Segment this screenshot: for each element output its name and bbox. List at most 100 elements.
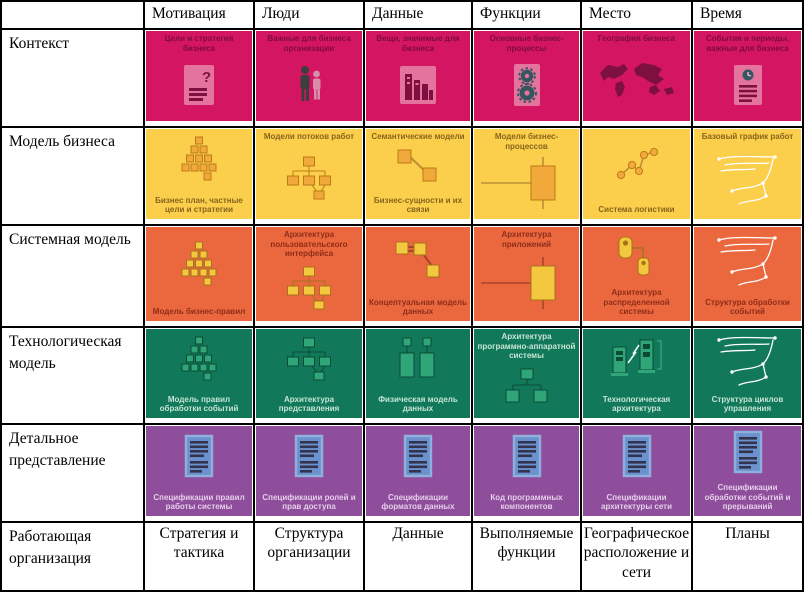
cell-block: Модель бизнес-правил: [146, 227, 252, 321]
pyramid-icon: [180, 136, 218, 187]
cell-caption-bottom: Спецификации форматов данных: [381, 492, 455, 512]
computers-lightning-icon: [608, 335, 666, 388]
cell-caption-top: Архитектура программно-аппаратной систем…: [477, 332, 576, 361]
cell-block: Важные для бизнеса организации: [256, 31, 362, 121]
cell-icon-wrap: [366, 227, 470, 297]
cell-icon-wrap: [366, 426, 470, 492]
cell-icon-wrap: [583, 329, 690, 394]
cell-icon-wrap: [694, 227, 801, 297]
cell-caption-bottom: Код программных компонентов: [490, 492, 563, 512]
cell-caption-bottom: Спецификации обработки событий и прерыва…: [704, 483, 791, 512]
row-label-text: Технологическая модель: [9, 333, 122, 373]
cell-block: Модель правил обработки событий: [146, 329, 252, 418]
cell-caption-bottom: Технологическая архитектура: [602, 394, 671, 414]
cell-caption-bottom: Архитектура распределенной системы: [603, 288, 670, 317]
sketch-icon: [711, 150, 785, 211]
matrix-cell: Архитектура пользовательского интерфейса: [255, 226, 365, 328]
cell-block: Вещи, значимые для бизнеса: [366, 31, 470, 121]
matrix-cell: Семантические модели Бизнес-сущности и их…: [365, 128, 473, 226]
sketch-icon: [711, 231, 785, 292]
row-label-text: Системная модель: [9, 231, 131, 248]
cell-block: Архитектура распределенной системы: [583, 227, 690, 321]
matrix-cell: Цели и стратегия бизнеса?: [145, 30, 255, 128]
cell-caption-bottom: Структура обработки событий: [705, 297, 790, 317]
document-question-icon: ?: [182, 64, 216, 111]
footer-row-label-text: Работающая организация: [9, 528, 92, 568]
cell-block: Архитектура приложений: [474, 227, 579, 321]
row-label: Технологическая модель: [2, 328, 145, 425]
document-lines-icon: [619, 434, 655, 483]
cell-caption-top: События и периоды, важные для бизнеса: [705, 34, 790, 53]
cell-icon-wrap: [256, 426, 362, 492]
cell-block: Концептуальная модель данных: [366, 227, 470, 321]
sketch-icon: [711, 331, 785, 392]
cell-icon-wrap: [146, 129, 252, 195]
cell-icon-wrap: [583, 45, 690, 121]
cell-icon-wrap: [694, 329, 801, 394]
cell-icon-wrap: [694, 143, 801, 219]
network-nodes-icon: [611, 143, 663, 190]
footer-cell-label: Данные: [392, 525, 444, 542]
cell-block: Архитектура программно-аппаратной систем…: [474, 329, 579, 418]
database-pair-icon: [396, 337, 440, 386]
cell-caption-top: Модели потоков работ: [263, 132, 355, 141]
document-lines-icon: [509, 434, 545, 483]
cell-caption-top: Базовый график работ: [701, 132, 794, 141]
org-chart-icon: [284, 337, 334, 386]
cell-caption-bottom: Система логистики: [598, 205, 675, 215]
matrix-cell: Система логистики: [582, 128, 693, 226]
cell-icon-wrap: [474, 54, 579, 121]
matrix-cell: Базовый график работ: [693, 128, 802, 226]
matrix-cell: Бизнес план, частные цели и стратегии: [145, 128, 255, 226]
people-icon: [292, 64, 326, 111]
cell-icon-wrap: [474, 152, 579, 219]
matrix-cell: Технологическая архитектура: [582, 328, 693, 425]
org-chart-icon: [284, 156, 334, 205]
footer-cell-label: Стратегия и тактика: [159, 525, 239, 562]
matrix-cell: Архитектура приложений: [473, 226, 582, 328]
cell-icon-wrap: [146, 426, 252, 492]
row-label: Системная модель: [2, 226, 145, 328]
cell-block: Физическая модель данных: [366, 329, 470, 418]
cell-block: Спецификации форматов данных: [366, 426, 470, 516]
cell-block: Архитектура пользовательского интерфейса: [256, 227, 362, 321]
document-lines-icon: [291, 434, 327, 483]
matrix-cell: Структура циклов управления: [693, 328, 802, 425]
cell-caption-bottom: Структура циклов управления: [711, 394, 784, 414]
cell-icon-wrap: [474, 362, 579, 418]
cell-caption-bottom: Спецификации ролей и прав доступа: [262, 492, 356, 512]
row-label: Детальное представление: [2, 425, 145, 523]
hardware-tree-icon: [502, 367, 552, 412]
matrix-cell: Архитектура программно-аппаратной систем…: [473, 328, 582, 425]
cell-icon-wrap: [256, 143, 362, 219]
cell-block: Модели потоков работ: [256, 129, 362, 219]
row-label-text: Контекст: [9, 35, 70, 52]
gears-panel-icon: [510, 62, 544, 113]
cell-caption-top: Семантические модели: [371, 132, 465, 141]
cell-block: Код программных компонентов: [474, 426, 579, 516]
cell-icon-wrap: [146, 227, 252, 306]
buildings-icon: [398, 64, 438, 111]
cell-block: Спецификации архитектуры сети: [583, 426, 690, 516]
row-label: Контекст: [2, 30, 145, 128]
cell-block: Спецификации обработки событий и прерыва…: [694, 426, 801, 516]
document-lines-icon: [400, 434, 436, 483]
cell-icon-wrap: [366, 143, 470, 195]
matrix-cell: Основные бизнес-процессы: [473, 30, 582, 128]
footer-cell: Выполняемые функции: [473, 523, 582, 590]
row-label: Модель бизнеса: [2, 128, 145, 226]
document-lines-icon: [730, 430, 766, 479]
linked-boxes-2-icon: [395, 147, 441, 190]
cell-icon-wrap: [474, 250, 579, 321]
cell-block: Базовый график работ: [694, 129, 801, 219]
column-header-label: Мотивация: [152, 5, 226, 22]
footer-cell-label: Выполняемые функции: [479, 525, 574, 562]
matrix-cell: Модели бизнес-процессов: [473, 128, 582, 226]
matrix-cell: Спецификации ролей и прав доступа: [255, 425, 365, 523]
document-lines-icon: [181, 434, 217, 483]
cell-icon-wrap: [256, 54, 362, 121]
cell-caption-top: Вещи, значимые для бизнеса: [376, 34, 460, 53]
footer-cell: Стратегия и тактика: [145, 523, 255, 590]
